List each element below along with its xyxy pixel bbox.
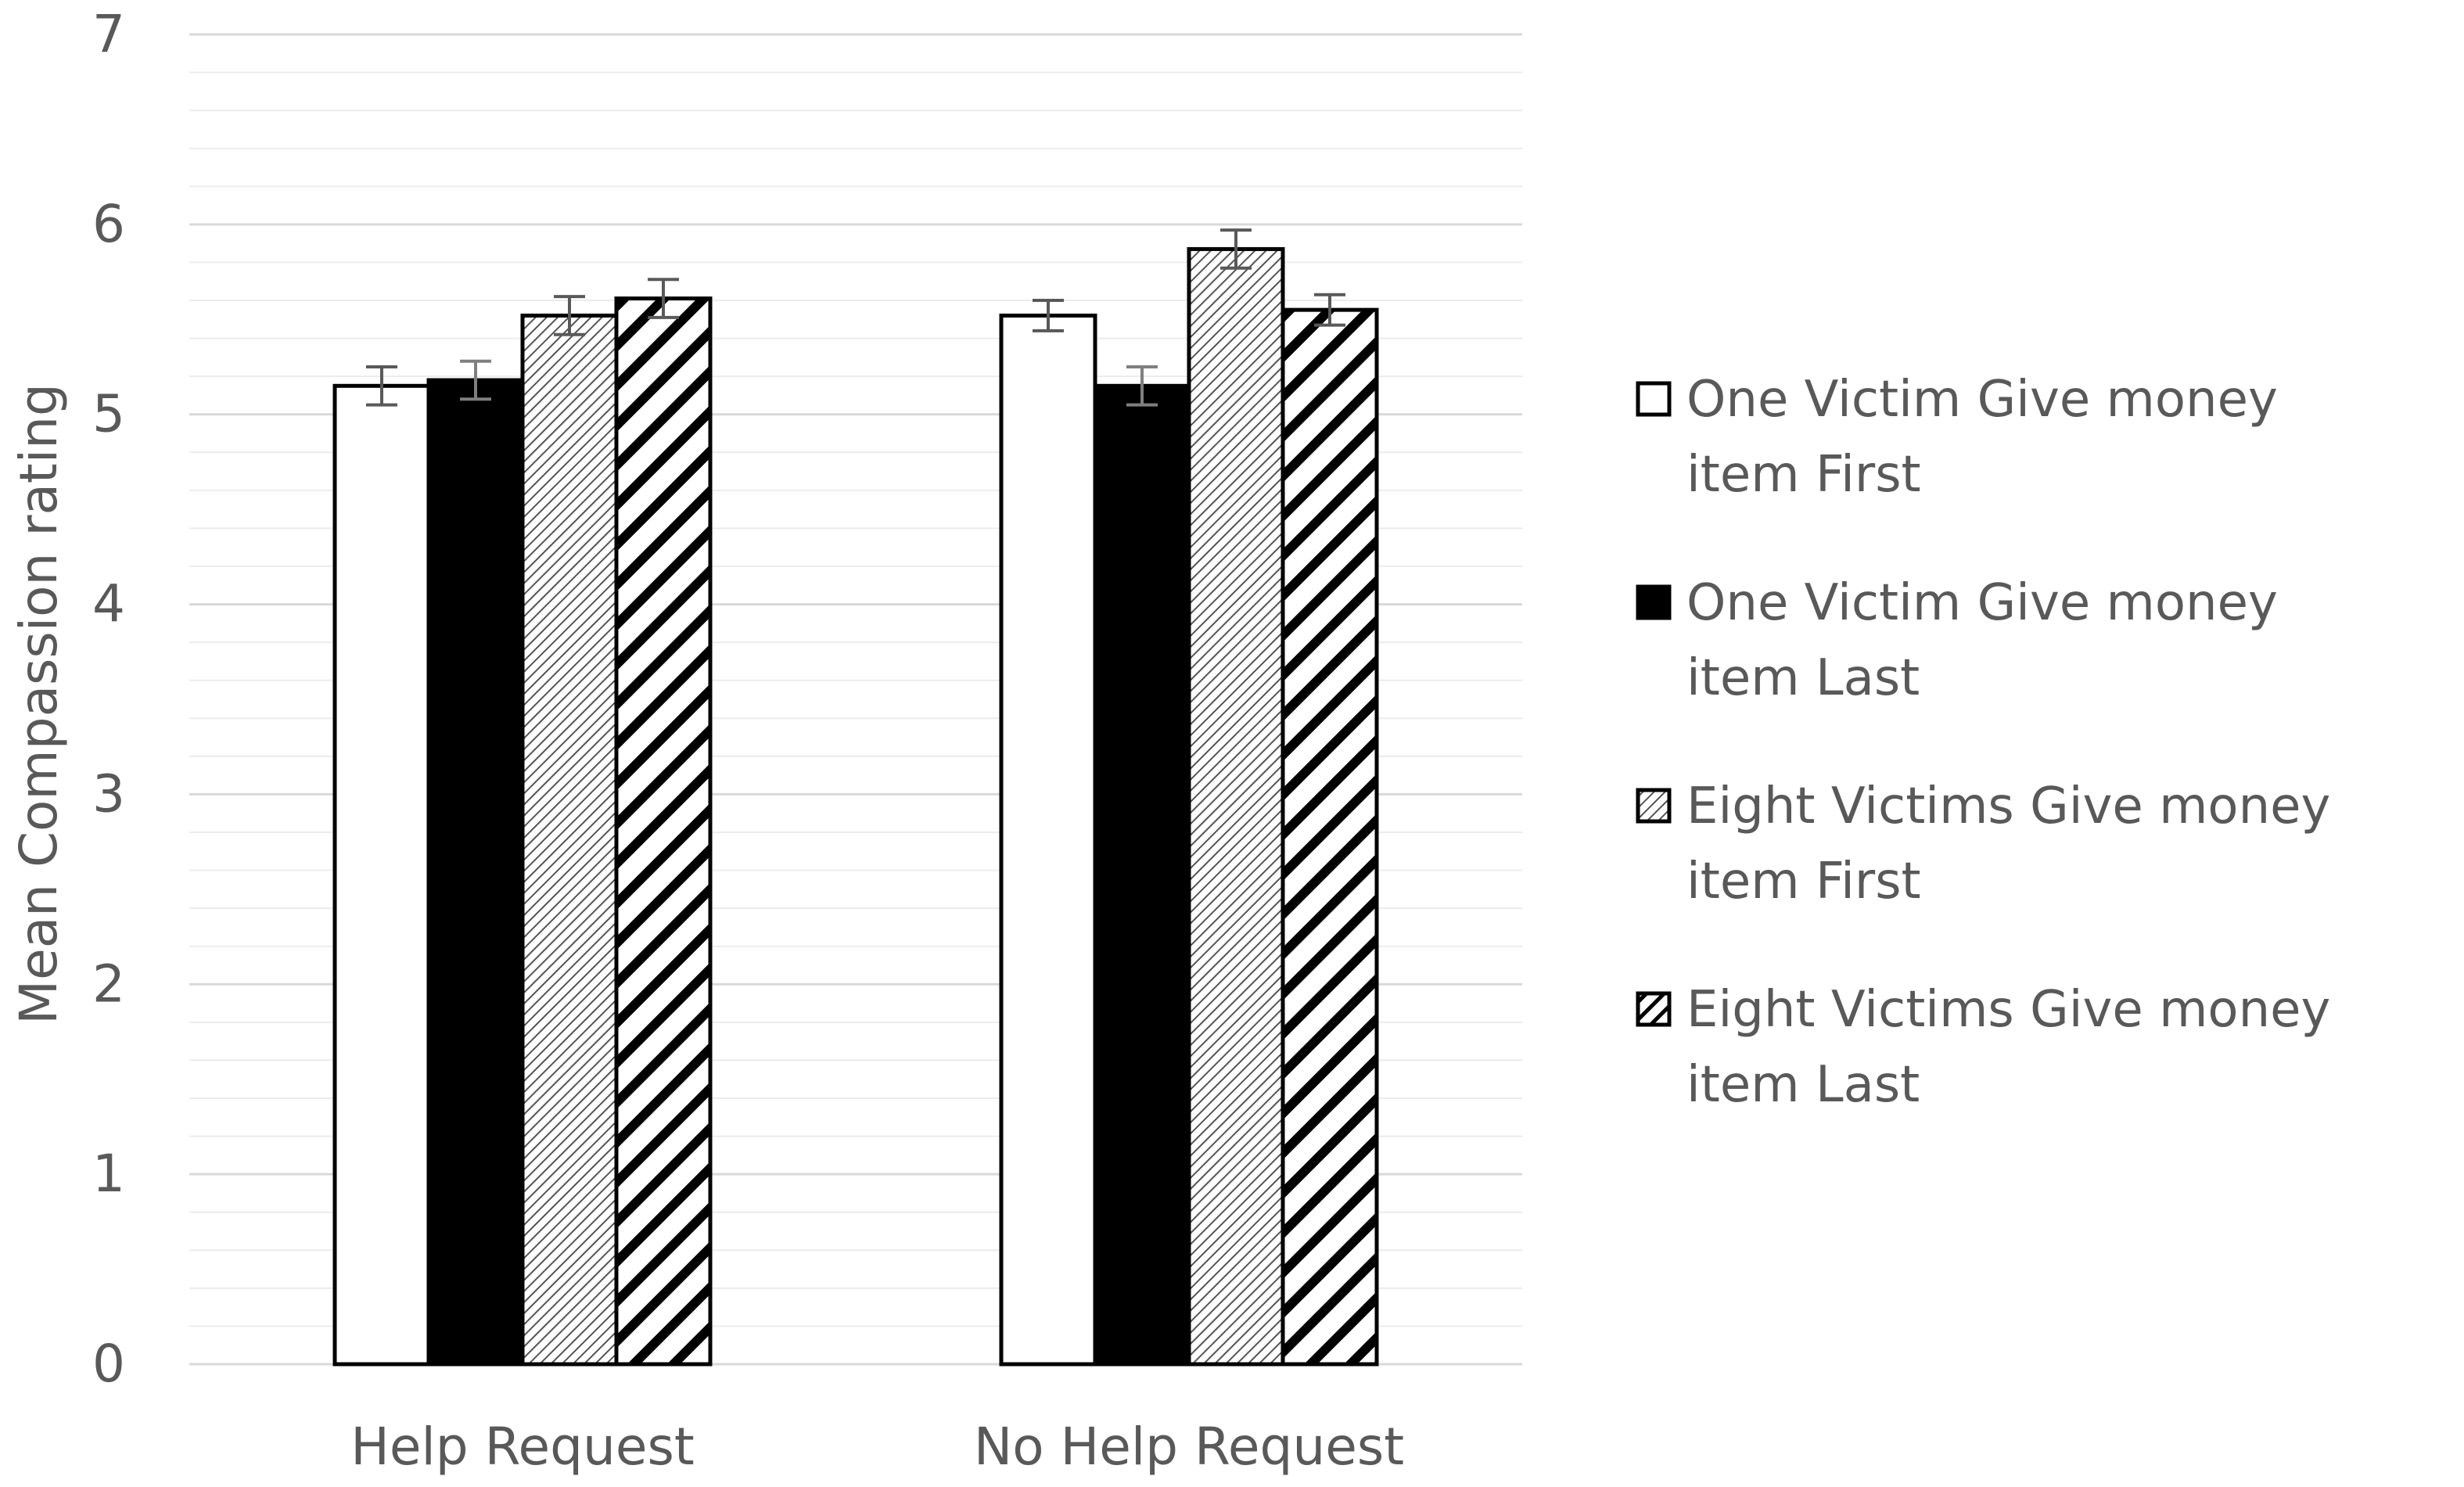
bars: [335, 230, 1377, 1364]
legend-swatch: [1638, 790, 1669, 821]
legend-swatch: [1638, 587, 1669, 618]
legend-label: Eight Victims Give moneyitem First: [1686, 778, 2330, 911]
bar: [1095, 386, 1189, 1364]
legend-swatch: [1638, 383, 1669, 415]
y-tick-label: 1: [92, 1144, 125, 1204]
bar: [429, 380, 523, 1364]
y-tick-label: 0: [92, 1334, 125, 1394]
bar: [335, 386, 429, 1364]
x-tick-label: No Help Request: [974, 1417, 1404, 1477]
bar: [1283, 310, 1377, 1364]
y-tick-label: 3: [92, 763, 125, 824]
legend: One Victim Give moneyitem First One Victi…: [1638, 371, 2330, 1114]
bar: [616, 299, 710, 1364]
x-tick-label: Help Request: [350, 1417, 695, 1477]
y-tick-label: 4: [92, 574, 125, 634]
bar: [1001, 315, 1095, 1364]
y-tick-label: 5: [92, 384, 125, 444]
legend-label: One Victim Give moneyitem Last: [1686, 574, 2278, 707]
legend-label: One Victim Give moneyitem First: [1686, 371, 2278, 504]
y-tick-label: 6: [92, 194, 125, 254]
legend-swatch: [1638, 993, 1669, 1025]
legend-label: Eight Victims Give moneyitem Last: [1686, 981, 2330, 1114]
bar: [1189, 249, 1283, 1364]
y-axis-label: Mean Compassion rating: [9, 383, 69, 1025]
y-tick-label: 2: [92, 954, 125, 1014]
bar: [523, 315, 616, 1364]
y-tick-label: 7: [92, 4, 125, 64]
